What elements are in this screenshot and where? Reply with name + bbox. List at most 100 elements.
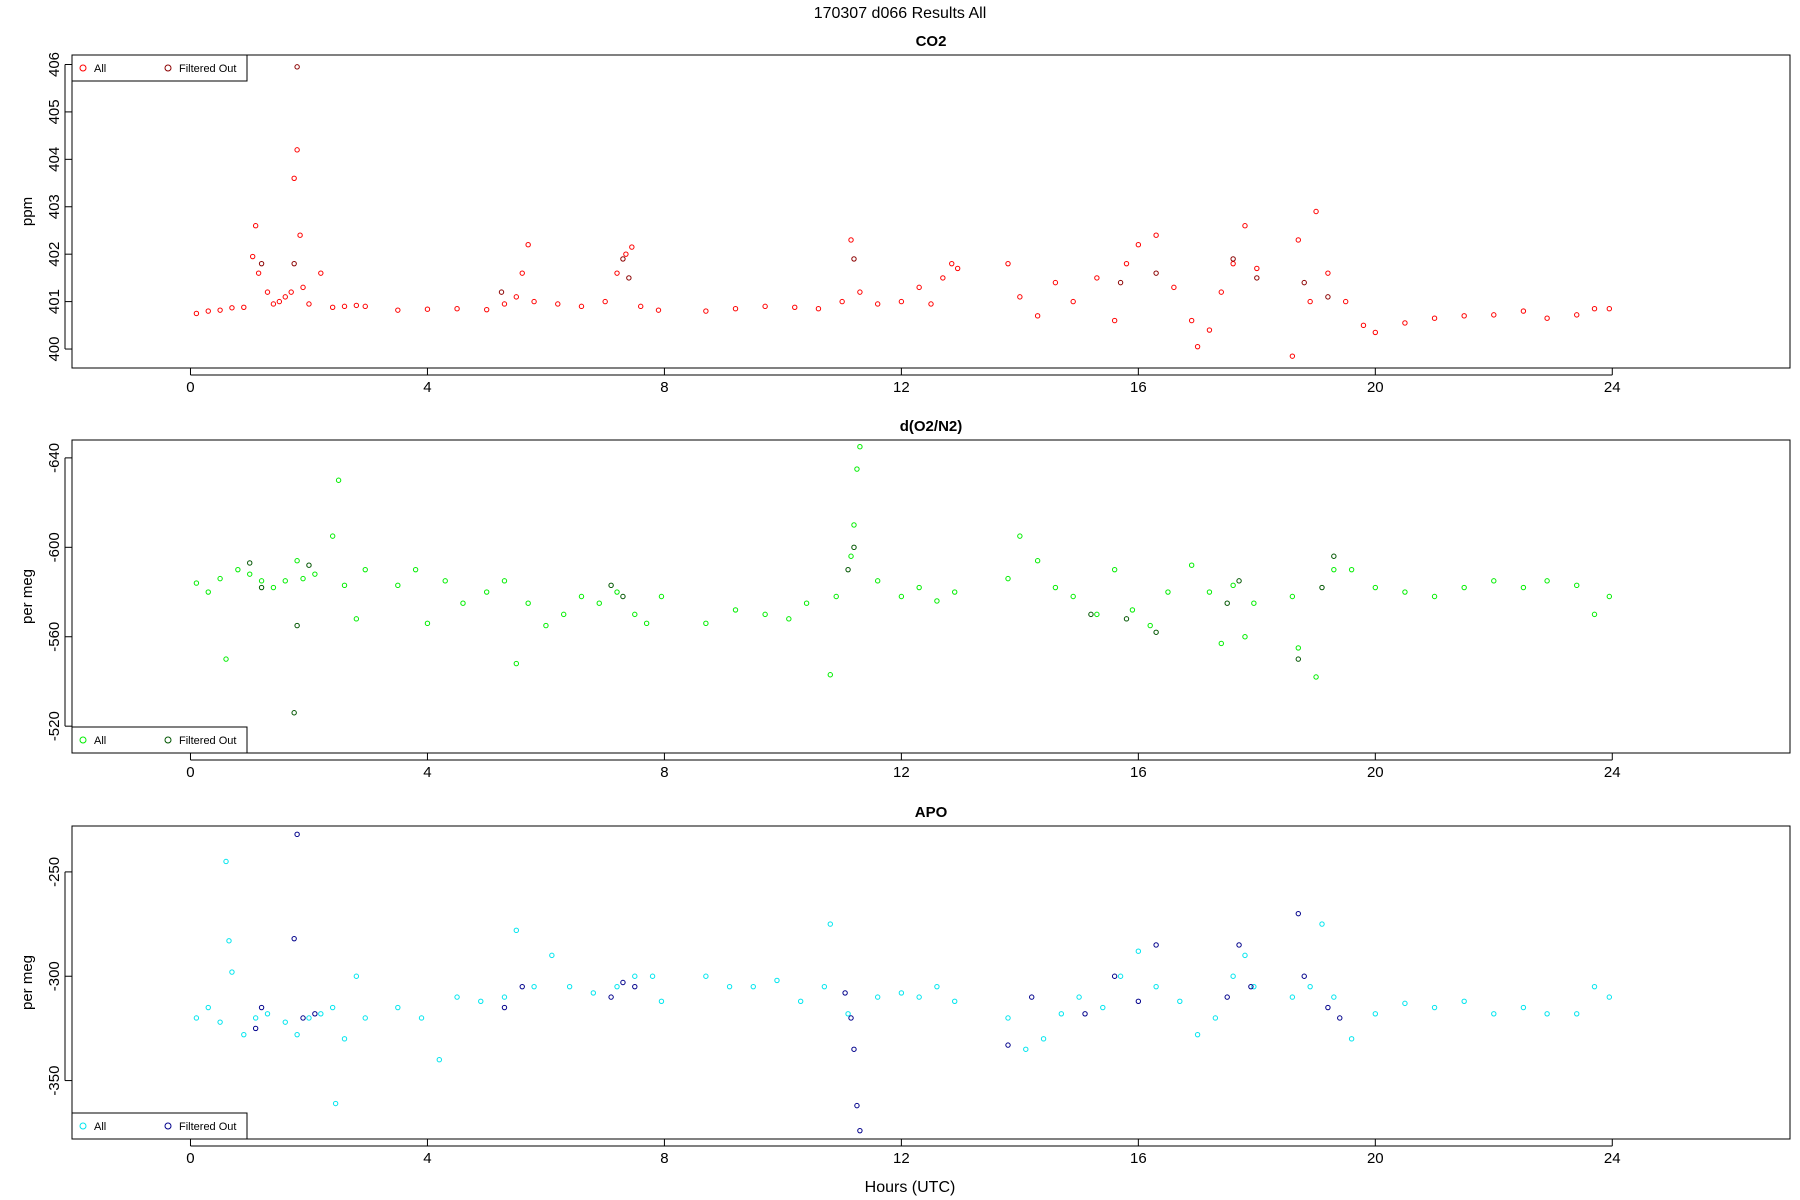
y-tick-label: -560: [46, 622, 63, 652]
x-tick-label: 16: [1130, 379, 1147, 396]
point-all: [1431, 593, 1438, 600]
x-tick-label: 0: [186, 379, 194, 396]
point-all: [629, 244, 635, 250]
point-all: [649, 973, 656, 979]
point-all: [1005, 260, 1011, 267]
point-all: [623, 251, 629, 257]
point-all: [1491, 312, 1497, 318]
legend-marker: [164, 64, 172, 72]
point-all: [205, 308, 211, 314]
point-all: [655, 307, 662, 313]
point-all: [362, 1015, 368, 1021]
y-tick-label: -640: [46, 443, 63, 473]
point-all: [1544, 578, 1550, 584]
point-filtered-out: [1005, 1042, 1011, 1048]
point-all: [1431, 315, 1438, 321]
x-tick-label: 0: [186, 1150, 194, 1167]
panel-d-o2-n2: d(O2/N2) per meg 0 4 8 12 16 20 24 -520 -560 -600 -6…: [19, 418, 1791, 781]
legend-marker: [164, 1122, 172, 1130]
y-tick-label: 402: [46, 242, 63, 267]
point-all: [1348, 566, 1355, 573]
point-all: [223, 656, 229, 662]
point-all: [217, 307, 223, 313]
point-filtered-out: [294, 622, 300, 629]
point-all: [247, 571, 253, 577]
point-all: [1295, 237, 1301, 243]
point-all: [614, 983, 620, 990]
point-filtered-out: [258, 1004, 265, 1011]
y-tick-label: 406: [46, 52, 63, 77]
point-filtered-out: [1123, 616, 1130, 622]
point-filtered-out: [842, 990, 848, 996]
point-all: [395, 1004, 401, 1011]
point-all: [501, 301, 508, 307]
point-all: [193, 310, 200, 317]
point-filtered-out: [620, 256, 626, 262]
point-filtered-out: [857, 1127, 863, 1134]
point-all: [1094, 611, 1100, 618]
y-axis-label: ppm: [19, 197, 36, 226]
x-tick-label: 0: [186, 764, 194, 781]
legend-label: All: [94, 63, 106, 75]
point-all: [217, 1019, 223, 1025]
point-all: [1331, 566, 1337, 573]
point-all: [270, 301, 277, 307]
point-all: [1230, 582, 1236, 589]
point-filtered-out: [306, 562, 312, 568]
point-all: [306, 301, 312, 307]
x-tick-label: 8: [660, 764, 668, 781]
point-filtered-out: [258, 584, 265, 591]
point-all: [1153, 232, 1159, 238]
legend-label: Filtered Out: [179, 735, 236, 747]
point-all: [898, 990, 905, 996]
point-all: [578, 303, 585, 310]
point-all: [1520, 1004, 1527, 1011]
point-all: [483, 306, 490, 313]
point-all: [1123, 260, 1130, 267]
panel-title: APO: [915, 804, 948, 821]
point-all: [341, 303, 348, 310]
panel-co2: CO2 ppm 0 4 8 12 16 20 24 400 401 402 403 404 405 406 Al…: [19, 33, 1791, 396]
point-all: [395, 582, 401, 589]
legend-box: [71, 1112, 248, 1140]
point-filtered-out: [1224, 600, 1230, 606]
point-all: [1591, 983, 1598, 990]
x-tick-label: 12: [893, 379, 910, 396]
point-all: [513, 294, 520, 300]
point-all: [1307, 983, 1313, 990]
point-all: [614, 270, 620, 276]
point-filtered-out: [851, 256, 857, 262]
point-all: [235, 566, 241, 573]
x-tick-label: 4: [423, 764, 431, 781]
legend-box: [71, 726, 248, 754]
point-all: [291, 175, 297, 182]
point-filtered-out: [1325, 294, 1331, 300]
point-all: [1023, 1046, 1029, 1052]
point-all: [1325, 270, 1331, 276]
point-all: [1402, 320, 1408, 326]
point-all: [519, 270, 525, 276]
point-all: [827, 672, 833, 678]
point-all: [949, 260, 955, 267]
point-all: [1331, 994, 1337, 1000]
point-filtered-out: [291, 710, 297, 716]
point-all: [1348, 1036, 1355, 1042]
point-all: [1431, 1004, 1438, 1011]
point-all: [1520, 584, 1527, 591]
point-filtered-out: [620, 593, 626, 600]
point-all: [1319, 921, 1325, 927]
point-filtered-out: [1337, 1015, 1343, 1021]
point-all: [1034, 558, 1041, 564]
point-all: [1606, 593, 1613, 600]
point-all: [312, 571, 318, 577]
point-all: [294, 147, 300, 153]
point-all: [1052, 584, 1059, 591]
point-filtered-out: [312, 1011, 318, 1017]
point-all: [513, 660, 520, 667]
point-all: [1313, 208, 1319, 215]
point-all: [792, 304, 798, 310]
x-axis-label: Hours (UTC): [865, 1179, 956, 1196]
point-all: [1574, 1011, 1580, 1017]
legend-marker: [79, 64, 87, 72]
